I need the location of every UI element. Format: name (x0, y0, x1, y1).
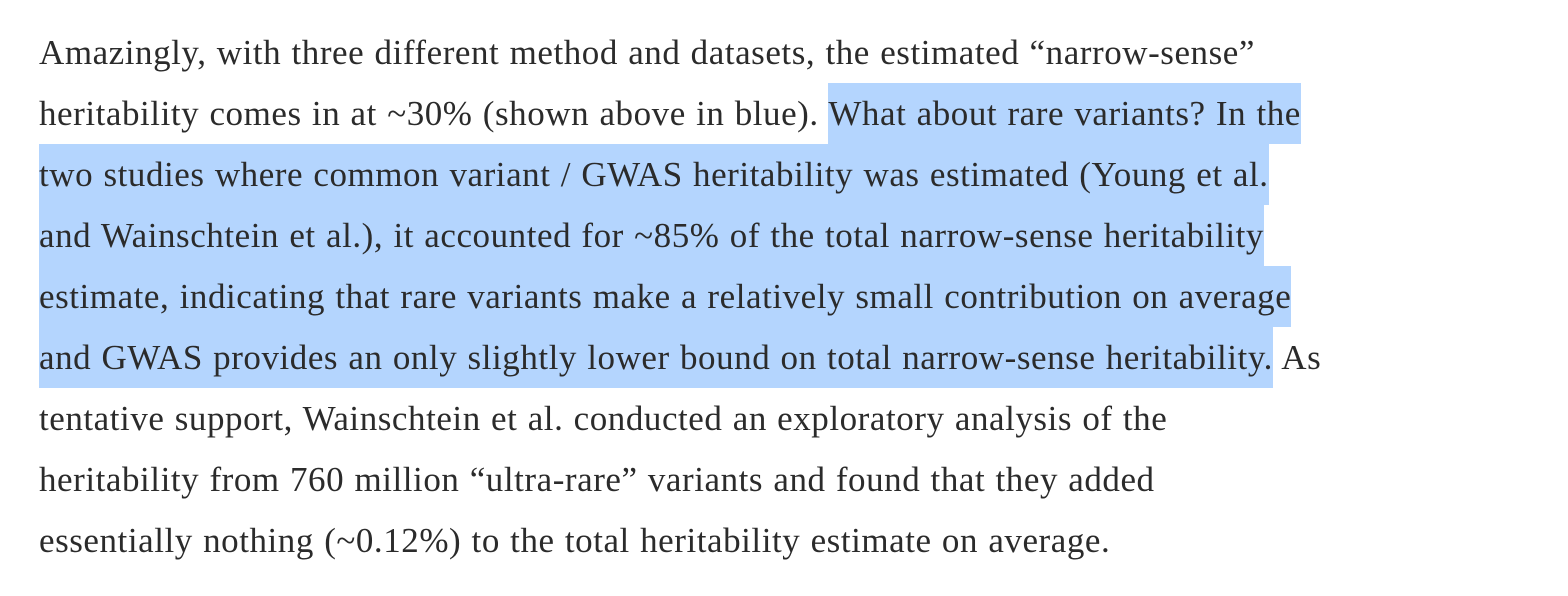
selected-text[interactable]: estimate, indicating that rare variants … (39, 266, 1292, 327)
selected-text[interactable]: What about rare variants? In the (828, 83, 1301, 144)
paragraph-line: heritability from 760 million “ultra-rar… (39, 449, 1539, 510)
paragraph-line: and Wainschtein et al.), it accounted fo… (39, 205, 1539, 266)
paragraph-line: heritability comes in at ~30% (shown abo… (39, 83, 1539, 144)
selected-text[interactable]: and GWAS provides an only slightly lower… (39, 327, 1273, 388)
selected-text[interactable]: and Wainschtein et al.), it accounted fo… (39, 205, 1264, 266)
paragraph-line: estimate, indicating that rare variants … (39, 266, 1539, 327)
article-paragraph: Amazingly, with three different method a… (39, 22, 1539, 571)
line-text: essentially nothing (~0.12%) to the tota… (39, 521, 1111, 560)
line-text: Amazingly, with three different method a… (39, 33, 1255, 72)
paragraph-line: tentative support, Wainschtein et al. co… (39, 388, 1539, 449)
paragraph-line: two studies where common variant / GWAS … (39, 144, 1539, 205)
paragraph-line: essentially nothing (~0.12%) to the tota… (39, 510, 1539, 571)
line-text: tentative support, Wainschtein et al. co… (39, 399, 1168, 438)
line-text: heritability comes in at ~30% (shown abo… (39, 94, 829, 133)
line-text: As (1272, 338, 1322, 377)
paragraph-line: and GWAS provides an only slightly lower… (39, 327, 1539, 388)
paragraph-line: Amazingly, with three different method a… (39, 22, 1539, 83)
line-text: heritability from 760 million “ultra-rar… (39, 460, 1155, 499)
selected-text[interactable]: two studies where common variant / GWAS … (39, 144, 1269, 205)
